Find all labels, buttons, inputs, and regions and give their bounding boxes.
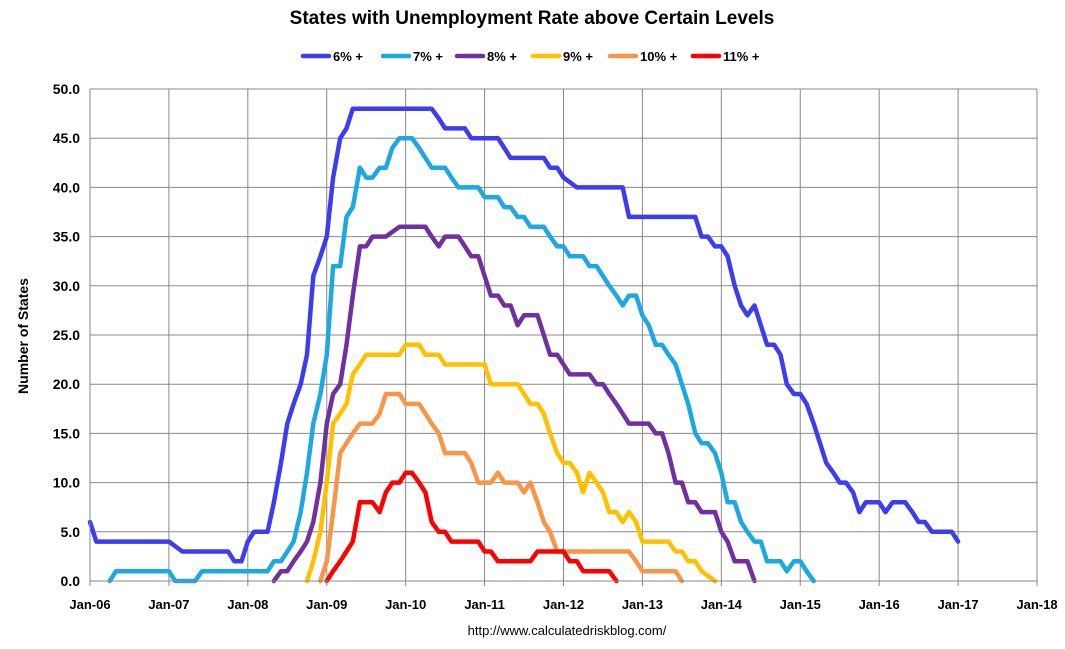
- y-axis-label: Number of States: [15, 278, 31, 394]
- legend-label: 11% +: [723, 49, 760, 64]
- y-tick-label: 50.0: [53, 81, 80, 97]
- series-line-8pct: [271, 224, 757, 584]
- x-tick-label: Jan-14: [701, 597, 743, 612]
- legend-label: 8% +: [487, 49, 517, 64]
- y-tick-label: 0.0: [61, 573, 81, 589]
- series-line-10pct: [318, 391, 685, 584]
- x-tick-label: Jan-11: [464, 597, 504, 612]
- y-tick-label: 35.0: [53, 229, 80, 245]
- x-tick-label: Jan-08: [227, 597, 268, 612]
- x-tick-label: Jan-17: [937, 597, 978, 612]
- y-tick-label: 15.0: [53, 425, 80, 441]
- x-tick-label: Jan-10: [385, 597, 426, 612]
- series-line-9pct: [304, 342, 718, 584]
- x-axis-ticks: Jan-06 Jan-07 Jan-08 Jan-09 Jan-10 Jan-11 Jan-…: [69, 581, 1058, 612]
- series-line-11pct: [324, 470, 619, 584]
- series-line-7pct: [107, 135, 816, 584]
- y-tick-label: 20.0: [53, 376, 80, 392]
- source-caption: http://www.calculatedriskblog.com/: [468, 623, 667, 638]
- y-axis-ticks: 0.0 5.0 10.0 15.0 20.0 25.0 30.0 35.0 40.0 45.0 50…: [53, 81, 80, 589]
- grid-lines: [89, 88, 1038, 582]
- x-tick-label: Jan-09: [306, 597, 347, 612]
- x-tick-label: Jan-18: [1016, 597, 1057, 612]
- legend-label: 9% +: [563, 49, 593, 64]
- series-layer: [87, 106, 961, 584]
- x-tick-label: Jan-07: [148, 597, 189, 612]
- y-tick-label: 30.0: [53, 278, 80, 294]
- series-line-6pct: [87, 106, 961, 564]
- legend-label: 7% +: [413, 49, 443, 64]
- y-tick-label: 45.0: [53, 130, 80, 146]
- legend-label: 6% +: [333, 49, 363, 64]
- x-tick-label: Jan-06: [69, 597, 110, 612]
- y-tick-label: 25.0: [53, 327, 80, 343]
- legend-label: 10% +: [640, 49, 678, 64]
- legend: 6% + 7% + 8% + 9% + 10% + 11% +: [300, 49, 760, 64]
- y-tick-label: 40.0: [53, 179, 80, 195]
- x-tick-label: Jan-12: [543, 597, 584, 612]
- y-tick-label: 5.0: [61, 524, 81, 540]
- x-tick-label: Jan-16: [859, 597, 900, 612]
- chart-title: States with Unemployment Rate above Cert…: [290, 8, 775, 29]
- x-tick-label: Jan-13: [622, 597, 663, 612]
- y-tick-label: 10.0: [53, 475, 80, 491]
- x-tick-label: Jan-15: [780, 597, 821, 612]
